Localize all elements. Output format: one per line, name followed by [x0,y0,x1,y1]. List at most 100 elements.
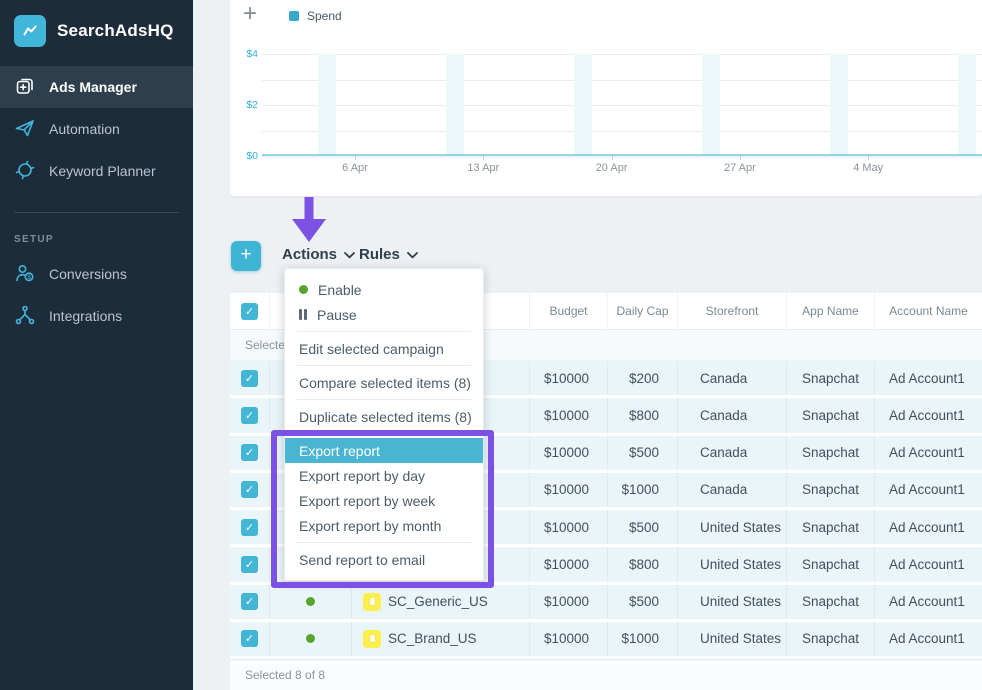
menu-item-label: Duplicate selected items (8) [299,408,472,425]
app-name-cell: Snapchat [787,472,875,507]
account-name-cell: Ad Account1 [875,621,982,656]
app-name-cell: Snapchat [787,361,875,396]
menu-item-pause[interactable]: Pause [285,302,483,327]
budget-cell: $10000 [530,435,608,470]
row-checkbox[interactable] [241,444,258,462]
menu-item-send-report-to-email[interactable]: Send report to email [285,547,483,572]
daily-cap-cell: $500 [608,435,678,470]
chart-gridline [262,156,982,157]
budget-cell: $10000 [530,361,608,396]
sidebar-divider [14,212,179,213]
menu-item-compare-selected-items-8-[interactable]: Compare selected items (8) [285,370,483,395]
menu-divider [297,542,471,543]
sidebar-item-conversions[interactable]: $ Conversions [0,253,193,295]
header-cell-empty [352,293,530,329]
conversions-icon: $ [14,262,36,287]
menu-item-export-report[interactable]: Export report [285,438,483,463]
actions-menu-button[interactable]: Actions [282,246,355,263]
campaign-name-cell[interactable]: SC_Brand_US [352,621,530,656]
header-storefront[interactable]: Storefront [678,293,787,329]
svg-text:$: $ [27,274,31,281]
menu-item-enable[interactable]: Enable [285,277,483,302]
menu-item-export-report-by-day[interactable]: Export report by day [285,463,483,488]
x-axis-tickmark [355,156,356,160]
row-checkbox[interactable] [241,518,258,536]
snapchat-icon [363,629,381,648]
integrations-icon [14,304,36,329]
header-app-name[interactable]: App Name [787,293,875,329]
daily-cap-cell: $1000 [608,621,678,656]
header-daily-cap[interactable]: Daily Cap [608,293,678,329]
app-name-cell: Snapchat [787,584,875,619]
x-axis-tick: 6 Apr [342,162,368,174]
menu-item-label: Export report by week [299,492,436,509]
menu-item-edit-selected-campaign[interactable]: Edit selected campaign [285,336,483,361]
menu-item-label: Export report by month [299,517,442,534]
chart-gridline [262,105,982,106]
menu-divider [297,331,471,332]
menu-item-export-report-by-month[interactable]: Export report by month [285,513,483,538]
app-logo: SearchAdsHQ [0,0,193,60]
legend-swatch-spend [289,11,299,21]
campaign-name: SC_Brand_US [388,631,477,647]
budget-cell: $10000 [530,547,608,582]
select-all-checkbox[interactable] [241,302,258,320]
sidebar-item-automation[interactable]: Automation [0,108,193,150]
x-axis-tickmark [483,156,485,160]
account-name-cell: Ad Account1 [875,361,982,396]
snapchat-icon [363,592,381,611]
sidebar-item-integrations[interactable]: Integrations [0,295,193,337]
campaign-name-cell[interactable]: SC_Generic_US [352,584,530,619]
keyword-planner-icon [14,159,36,184]
menu-item-label: Send report to email [299,551,426,568]
row-checkbox[interactable] [241,630,258,648]
sidebar-item-keyword-planner[interactable]: Keyword Planner [0,150,193,192]
account-name-cell: Ad Account1 [875,435,982,470]
sidebar-item-label: Conversions [49,266,127,282]
row-checkbox[interactable] [241,406,258,424]
x-axis-tickmark [611,156,613,160]
x-axis-tickmark [868,156,870,160]
menu-item-duplicate-selected-items-8-[interactable]: Duplicate selected items (8) [285,404,483,429]
actions-menu-label: Actions [282,246,338,263]
pause-icon [299,309,307,320]
add-campaign-button[interactable]: + [231,241,261,271]
row-checkbox[interactable] [241,481,258,499]
account-name-cell: Ad Account1 [875,472,982,507]
chart-gridline [262,54,982,55]
chart-weekend-band [958,54,976,156]
y-axis-tick: $4 [246,48,258,60]
y-axis-tick: $0 [246,150,258,162]
x-axis-tick: 4 May [853,162,884,174]
sidebar-item-label: Ads Manager [49,79,137,95]
y-axis-tick: $2 [246,99,258,111]
daily-cap-cell: $500 [608,584,678,619]
chart-weekend-band [702,54,720,156]
x-axis-tickmark [739,156,741,160]
setup-section-label: SETUP [14,234,54,245]
menu-item-label: Enable [318,281,362,298]
menu-divider [297,433,471,434]
add-metric-icon[interactable]: + [243,0,258,27]
row-checkbox[interactable] [241,369,258,387]
campaign-name: SC_Generic_US [388,594,488,610]
row-checkbox[interactable] [241,593,258,611]
rules-menu-button[interactable]: Rules [359,246,418,263]
header-budget[interactable]: Budget [530,293,608,329]
budget-cell: $10000 [530,510,608,545]
app-name-cell: Snapchat [787,398,875,433]
sidebar-item-ads-manager[interactable]: Ads Manager [0,66,193,108]
app-name-cell: Snapchat [787,621,875,656]
chevron-down-icon [406,252,418,259]
menu-item-export-report-by-week[interactable]: Export report by week [285,488,483,513]
app-title: SearchAdsHQ [57,21,174,40]
budget-cell: $10000 [530,621,608,656]
header-account-name[interactable]: Account Name [889,304,968,318]
chart-legend[interactable]: Spend [289,9,342,23]
actions-dropdown-menu: Enable Pause Edit selected campaign Compare… [284,268,484,581]
ads-manager-icon [14,75,36,100]
sidebar-item-label: Automation [49,121,120,137]
row-checkbox[interactable] [241,555,258,573]
